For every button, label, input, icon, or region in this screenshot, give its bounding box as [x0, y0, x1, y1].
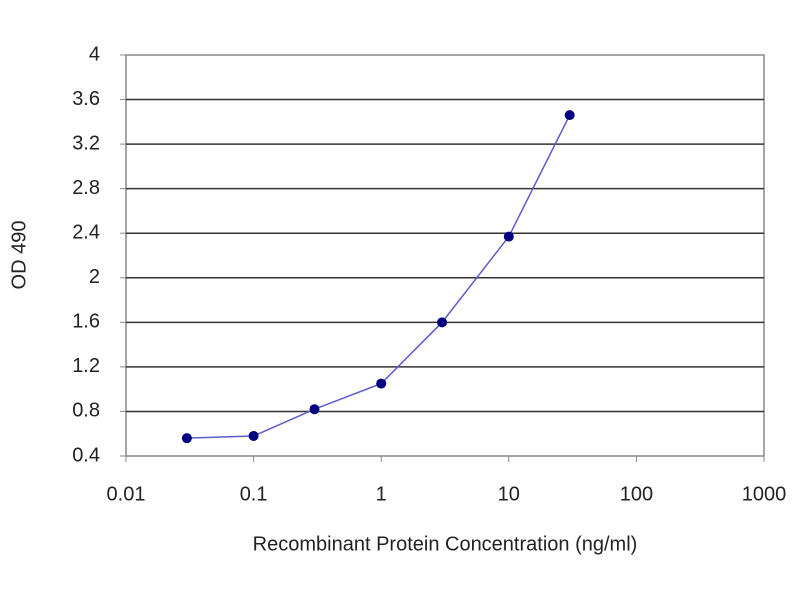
y-tick-label: 3.6 [72, 88, 100, 110]
y-axis-title: OD 490 [8, 221, 30, 290]
x-tick-label: 100 [620, 483, 653, 505]
data-point [437, 317, 448, 328]
x-tick-label: 1 [376, 483, 387, 505]
series-line [186, 114, 571, 439]
y-tick-label: 4 [89, 43, 100, 65]
y-tick-label: 2.4 [72, 222, 100, 244]
x-tick-label: 0.1 [240, 483, 268, 505]
plot-frame [125, 54, 765, 457]
data-point [181, 433, 192, 444]
data-point [248, 430, 259, 441]
y-tick-label: 3.2 [72, 132, 100, 154]
y-tick-label: 2 [89, 266, 100, 288]
data-point [503, 231, 514, 242]
x-tick-label: 0.01 [107, 483, 146, 505]
data-point [564, 110, 575, 121]
x-axis-title: Recombinant Protein Concentration (ng/ml… [253, 533, 638, 555]
y-tick-label: 0.4 [72, 444, 100, 466]
y-tick-label: 1.6 [72, 311, 100, 333]
y-tick-label: 0.8 [72, 400, 100, 422]
y-tick-label: 1.2 [72, 355, 100, 377]
x-tick-label: 1000 [742, 483, 787, 505]
y-tick-label: 2.8 [72, 177, 100, 199]
data-point [309, 404, 320, 415]
data-point [376, 378, 387, 389]
x-tick-label: 10 [498, 483, 520, 505]
